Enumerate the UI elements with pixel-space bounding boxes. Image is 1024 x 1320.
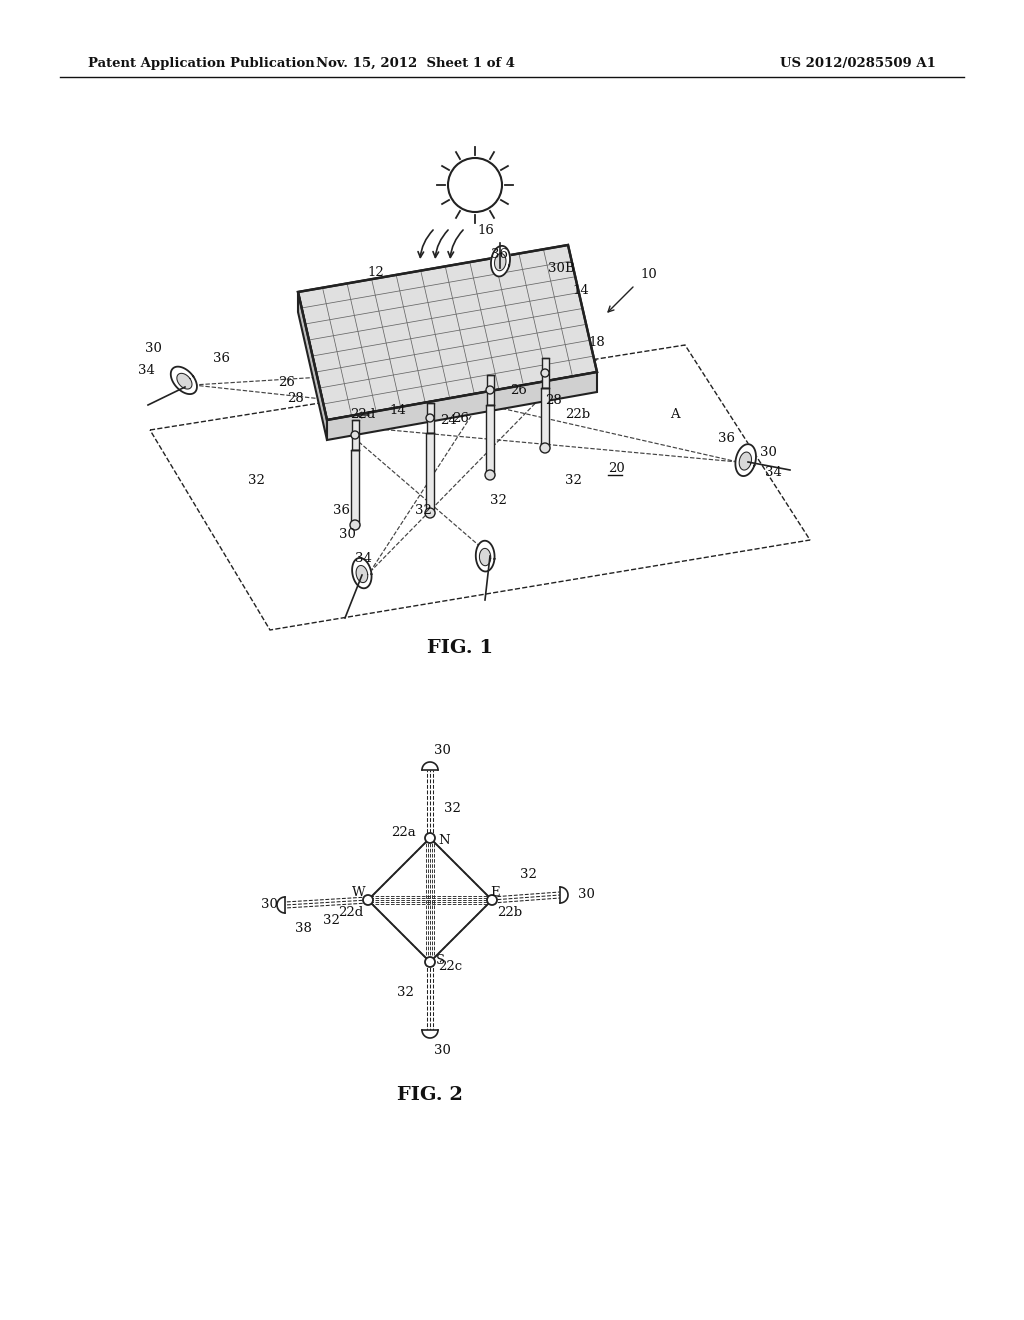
Text: 36: 36 [213,351,230,364]
Text: 28: 28 [545,393,562,407]
Text: 26: 26 [452,412,469,425]
Text: 20: 20 [608,462,625,474]
Polygon shape [476,541,495,572]
Text: 32: 32 [248,474,265,487]
Text: A: A [670,408,680,421]
Polygon shape [351,420,358,450]
Text: 30: 30 [433,743,451,756]
Text: 32: 32 [324,913,340,927]
Polygon shape [352,558,372,589]
Circle shape [425,508,435,517]
Text: 32: 32 [520,869,537,882]
Polygon shape [327,372,597,440]
Text: 30: 30 [261,899,278,912]
Text: W: W [352,886,366,899]
Text: 18: 18 [588,335,605,348]
Text: 14: 14 [572,284,589,297]
Circle shape [351,432,359,440]
Polygon shape [479,548,490,566]
Text: US 2012/0285509 A1: US 2012/0285509 A1 [780,57,936,70]
Polygon shape [177,374,191,389]
Text: 34: 34 [138,363,155,376]
Text: 28: 28 [288,392,304,404]
Text: 22d: 22d [338,906,362,919]
Circle shape [425,957,435,968]
Text: N: N [438,833,450,846]
Text: E: E [490,886,500,899]
Text: 12: 12 [368,265,384,279]
Text: 30: 30 [145,342,162,355]
Polygon shape [422,762,438,770]
Text: 34: 34 [765,466,782,479]
Polygon shape [495,253,506,271]
Text: S: S [436,953,445,966]
Text: 22b: 22b [497,906,522,919]
Text: Nov. 15, 2012  Sheet 1 of 4: Nov. 15, 2012 Sheet 1 of 4 [315,57,514,70]
Text: 22b: 22b [565,408,590,421]
Text: 22a: 22a [391,826,416,840]
Text: 22d: 22d [350,408,375,421]
Polygon shape [351,450,359,525]
Text: FIG. 1: FIG. 1 [427,639,494,657]
Text: 26: 26 [510,384,527,396]
Polygon shape [171,367,197,395]
Polygon shape [542,358,549,388]
Text: 22c: 22c [438,961,462,974]
Polygon shape [356,565,368,582]
Text: 32: 32 [397,986,414,998]
Text: 26: 26 [279,376,295,389]
Polygon shape [426,433,434,513]
Polygon shape [541,388,549,447]
Text: 34: 34 [355,552,372,565]
Text: 14: 14 [389,404,406,417]
Polygon shape [298,246,597,420]
Polygon shape [427,403,433,433]
Polygon shape [490,246,510,276]
Circle shape [350,520,360,531]
Text: 10: 10 [640,268,656,281]
Text: Patent Application Publication: Patent Application Publication [88,57,314,70]
Text: 36: 36 [718,432,735,445]
Polygon shape [486,375,494,405]
Circle shape [362,895,373,906]
Text: 36: 36 [490,248,508,261]
Text: 36: 36 [333,503,350,516]
Polygon shape [739,451,752,470]
Text: 32: 32 [490,494,507,507]
Text: 30: 30 [339,528,356,541]
Circle shape [487,895,497,906]
Polygon shape [278,898,285,913]
Circle shape [449,158,502,213]
Circle shape [425,833,435,843]
Text: FIG. 2: FIG. 2 [397,1086,463,1104]
Polygon shape [422,1030,438,1038]
Text: 16: 16 [477,223,494,236]
Polygon shape [486,405,494,475]
Polygon shape [298,292,327,440]
Text: 30: 30 [578,888,595,902]
Text: 24: 24 [440,413,457,426]
Text: 30: 30 [548,261,565,275]
Text: 32: 32 [415,503,432,516]
Text: 32: 32 [444,801,461,814]
Circle shape [485,470,495,480]
Text: 32: 32 [565,474,582,487]
Text: B: B [564,261,574,275]
Circle shape [541,370,549,378]
Polygon shape [735,444,756,477]
Polygon shape [560,887,568,903]
Circle shape [426,414,434,422]
Text: 30: 30 [760,446,777,458]
Text: 30: 30 [433,1044,451,1056]
Circle shape [540,444,550,453]
Circle shape [486,385,494,393]
Text: 38: 38 [295,921,312,935]
